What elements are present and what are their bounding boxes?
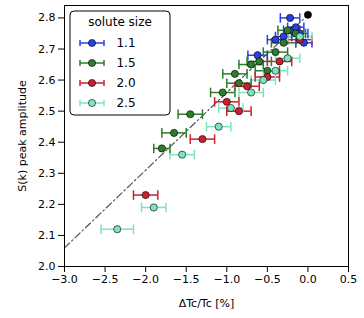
svg-text:2.8: 2.8 xyxy=(38,11,56,24)
svg-text:2.5: 2.5 xyxy=(116,96,135,110)
svg-text:solute size: solute size xyxy=(88,15,152,29)
svg-text:2.0: 2.0 xyxy=(38,260,56,273)
svg-text:2.1: 2.1 xyxy=(38,229,56,242)
svg-text:−2.0: −2.0 xyxy=(132,273,159,286)
svg-text:2.4: 2.4 xyxy=(38,136,56,149)
svg-text:2.6: 2.6 xyxy=(38,74,56,87)
svg-text:−2.5: −2.5 xyxy=(92,273,119,286)
svg-text:2.7: 2.7 xyxy=(38,43,56,56)
svg-text:−1.0: −1.0 xyxy=(213,273,240,286)
svg-text:−1.5: −1.5 xyxy=(173,273,200,286)
svg-text:ΔTc/Tc [%]: ΔTc/Tc [%] xyxy=(179,297,235,310)
svg-text:2.0: 2.0 xyxy=(116,76,135,90)
svg-text:1.1: 1.1 xyxy=(116,36,135,50)
svg-text:2.2: 2.2 xyxy=(38,198,56,211)
svg-text:0.5: 0.5 xyxy=(340,273,358,286)
svg-text:S(k) peak amplitude: S(k) peak amplitude xyxy=(16,80,29,192)
svg-text:−0.5: −0.5 xyxy=(254,273,281,286)
svg-text:2.3: 2.3 xyxy=(38,167,56,180)
svg-text:0.0: 0.0 xyxy=(299,273,317,286)
svg-text:1.5: 1.5 xyxy=(116,56,135,70)
svg-text:−3.0: −3.0 xyxy=(51,273,78,286)
svg-text:2.5: 2.5 xyxy=(38,105,56,118)
